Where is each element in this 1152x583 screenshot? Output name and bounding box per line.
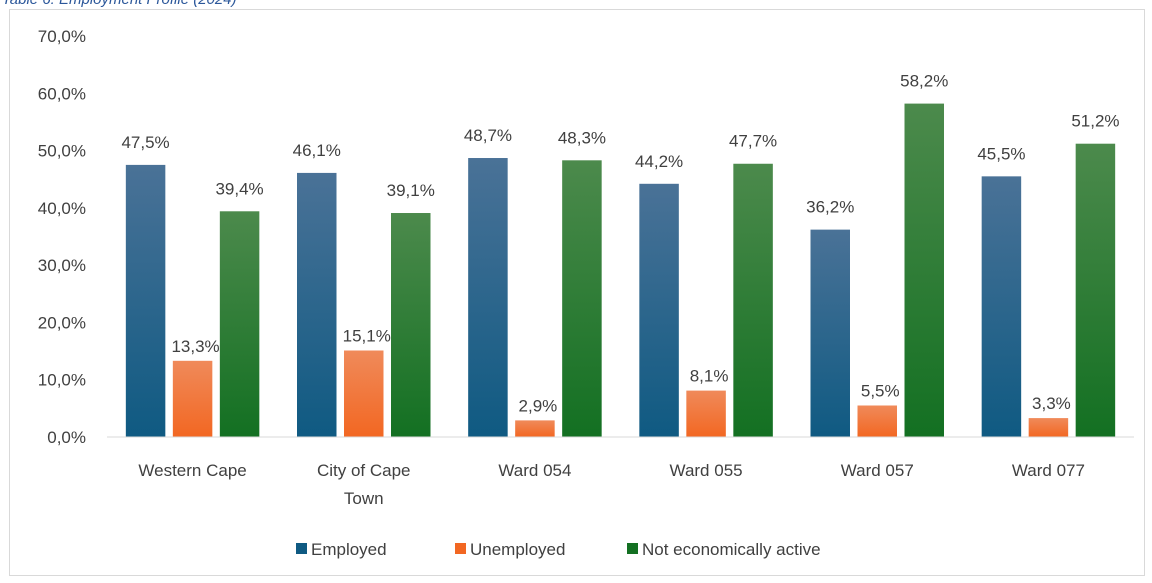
bar-employed [810, 229, 850, 437]
bar-employed [468, 158, 508, 438]
bar-unemployed [686, 390, 726, 437]
data-label-inactive: 58,2% [900, 72, 948, 91]
bar-inactive [562, 160, 602, 437]
data-label-inactive: 48,3% [558, 128, 606, 147]
bars-group [125, 103, 1116, 438]
legend-swatch-unemployed [455, 543, 466, 554]
data-label-inactive: 39,4% [215, 179, 263, 198]
y-axis: 0,0% 10,0% 20,0% 30,0% 40,0% 50,0% 60,0% 70,0% [38, 27, 86, 447]
bar-employed [639, 183, 679, 437]
bar-unemployed [857, 405, 897, 437]
data-label-unemployed: 15,1% [343, 326, 391, 345]
data-labels: 47,5% 13,3% 39,4% 46,1% 15,1% 39,1% 48,7% 2,9% 4… [121, 72, 1119, 416]
y-tick-label: 30,0% [38, 256, 86, 275]
data-label-unemployed: 5,5% [861, 381, 900, 400]
legend: Employed Unemployed Not economically activ… [296, 540, 821, 559]
data-label-unemployed: 3,3% [1032, 394, 1071, 413]
x-category-label: Ward 057 [841, 461, 914, 480]
bar-employed [981, 176, 1022, 437]
y-tick-label: 0,0% [47, 428, 86, 447]
bar-inactive [391, 213, 431, 437]
data-label-employed: 36,2% [806, 198, 854, 217]
y-tick-label: 50,0% [38, 142, 86, 161]
bar-unemployed [344, 350, 384, 437]
data-label-employed: 47,5% [121, 133, 169, 152]
chart-caption: Table 6: Employment Profile (2024) [2, 0, 237, 8]
data-label-employed: 44,2% [635, 152, 683, 171]
y-tick-label: 40,0% [38, 199, 86, 218]
data-label-employed: 45,5% [977, 144, 1025, 163]
bar-unemployed [1028, 418, 1069, 437]
x-category-label: City of Cape [317, 461, 411, 480]
data-label-inactive: 39,1% [387, 181, 435, 200]
y-tick-label: 60,0% [38, 84, 86, 103]
legend-label-inactive: Not economically active [642, 540, 821, 559]
legend-label-unemployed: Unemployed [470, 540, 565, 559]
bar-inactive [733, 163, 773, 438]
legend-label-employed: Employed [311, 540, 387, 559]
bar-inactive [219, 211, 260, 437]
data-label-unemployed: 13,3% [171, 337, 219, 356]
data-label-inactive: 47,7% [729, 132, 777, 151]
y-tick-label: 10,0% [38, 371, 86, 390]
x-category-label: Ward 055 [670, 461, 743, 480]
data-label-employed: 48,7% [464, 126, 512, 145]
data-label-unemployed: 2,9% [519, 396, 558, 415]
bar-inactive [1075, 143, 1116, 437]
bar-employed [297, 172, 337, 438]
bar-employed [125, 164, 166, 437]
legend-swatch-inactive [627, 543, 638, 554]
x-category-label: Ward 054 [498, 461, 571, 480]
y-tick-label: 20,0% [38, 313, 86, 332]
data-label-unemployed: 8,1% [690, 367, 729, 386]
x-axis: Western Cape City of Cape Town Ward 054 Ward… [138, 461, 1085, 508]
bar-unemployed [515, 420, 555, 437]
legend-swatch-employed [296, 543, 307, 554]
y-tick-label: 70,0% [38, 27, 86, 46]
x-category-label: Ward 077 [1012, 461, 1085, 480]
bar-inactive [904, 103, 944, 438]
x-category-label: Town [344, 489, 384, 508]
bar-unemployed [172, 360, 213, 437]
data-label-employed: 46,1% [293, 141, 341, 160]
data-label-inactive: 51,2% [1071, 112, 1119, 131]
x-category-label: Western Cape [138, 461, 246, 480]
